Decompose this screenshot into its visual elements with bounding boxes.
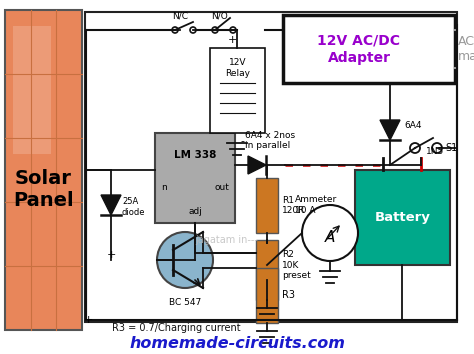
Bar xyxy=(210,48,265,133)
Text: 12V
Relay: 12V Relay xyxy=(225,58,250,78)
Polygon shape xyxy=(101,195,121,215)
Text: 12V AC/DC
Adapter: 12V AC/DC Adapter xyxy=(318,33,401,65)
Circle shape xyxy=(172,27,178,33)
Text: Solar
Panel: Solar Panel xyxy=(13,170,74,211)
Text: R3: R3 xyxy=(282,291,295,301)
Bar xyxy=(5,10,82,330)
Text: LM 338: LM 338 xyxy=(174,150,216,160)
Circle shape xyxy=(302,205,358,261)
Circle shape xyxy=(212,27,218,33)
Bar xyxy=(13,26,51,154)
Bar xyxy=(256,240,278,300)
Text: A: A xyxy=(325,230,335,246)
Text: -: - xyxy=(240,136,245,146)
Bar xyxy=(155,133,235,223)
Text: adj: adj xyxy=(188,206,202,216)
Text: 6A4 x 2nos
in parallel: 6A4 x 2nos in parallel xyxy=(245,131,295,150)
Bar xyxy=(85,12,457,322)
Text: out: out xyxy=(214,183,229,193)
Text: N/C: N/C xyxy=(172,11,188,21)
Bar xyxy=(256,268,278,323)
Circle shape xyxy=(410,143,420,153)
Circle shape xyxy=(190,27,196,33)
Text: R3 = 0.7/Charging current: R3 = 0.7/Charging current xyxy=(112,323,241,333)
Text: Battery: Battery xyxy=(374,211,430,224)
Bar xyxy=(283,15,455,83)
Text: S1: S1 xyxy=(445,143,457,153)
Circle shape xyxy=(230,27,236,33)
Text: BC 547: BC 547 xyxy=(169,298,201,307)
Bar xyxy=(355,170,450,265)
Text: AC
mains: AC mains xyxy=(458,35,474,63)
Text: R2
10K
preset: R2 10K preset xyxy=(282,250,311,280)
Polygon shape xyxy=(380,120,400,140)
Circle shape xyxy=(432,143,442,153)
Text: Ammeter
10 A: Ammeter 10 A xyxy=(295,195,337,215)
Text: n: n xyxy=(161,183,167,193)
Text: homemade-circuits.com: homemade-circuits.com xyxy=(129,336,345,350)
Text: 1N5: 1N5 xyxy=(426,148,444,156)
Text: 25A
diode: 25A diode xyxy=(122,197,146,217)
Text: N/O: N/O xyxy=(211,11,228,21)
Circle shape xyxy=(157,232,213,288)
Text: +: + xyxy=(84,315,93,325)
Polygon shape xyxy=(248,156,266,174)
Text: R1
120R: R1 120R xyxy=(282,196,305,215)
Text: 6A4: 6A4 xyxy=(404,120,421,130)
Text: jagatam in---: jagatam in--- xyxy=(195,235,258,245)
Text: +: + xyxy=(106,250,116,260)
Bar xyxy=(256,178,278,233)
Text: +: + xyxy=(228,35,237,45)
